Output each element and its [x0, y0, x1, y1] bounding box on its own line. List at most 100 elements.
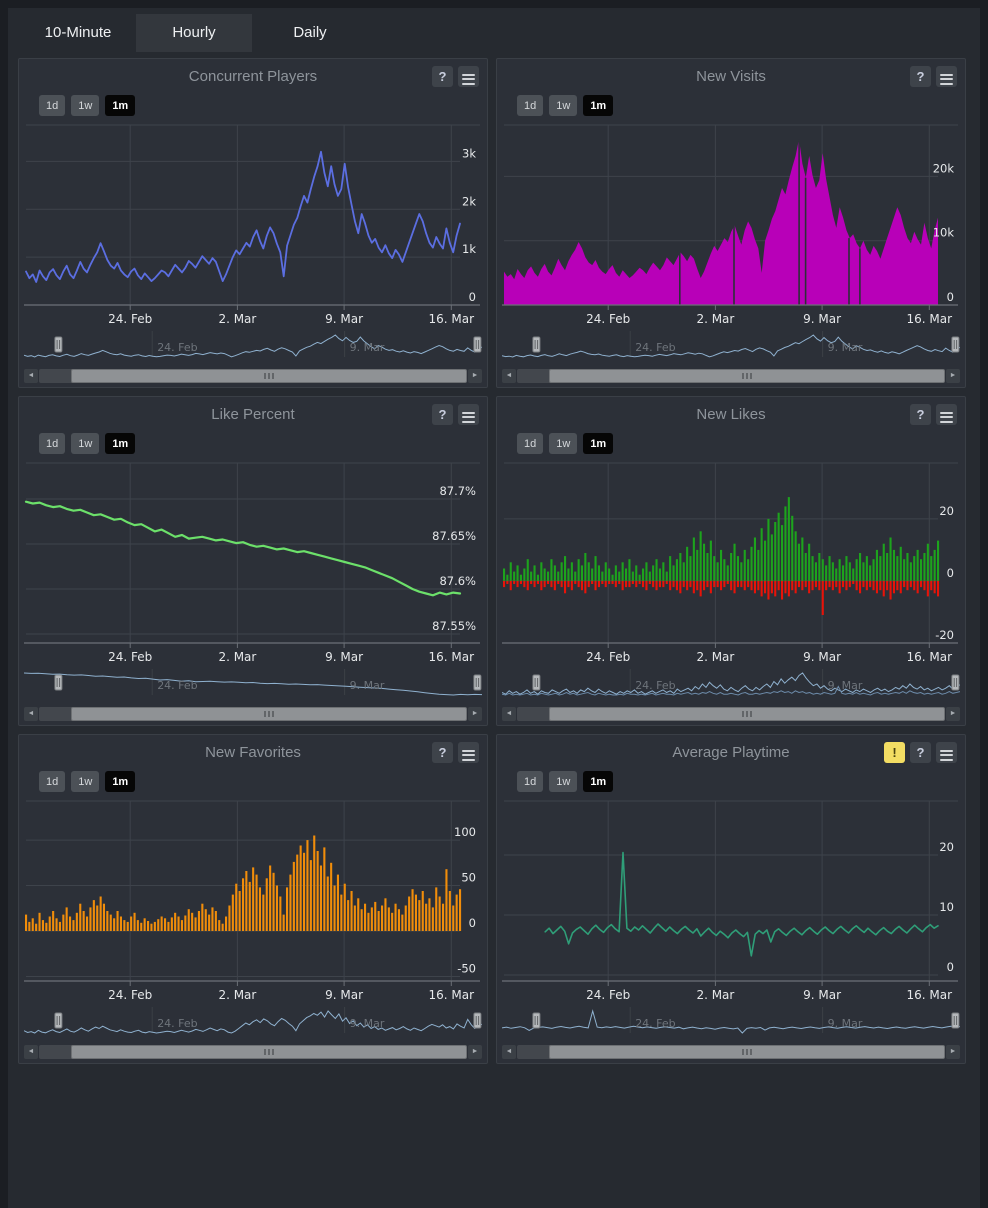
- range-1m-button[interactable]: 1m: [105, 433, 136, 454]
- panel-grid: Concurrent Players ? 1d 1w 1m 24. Feb 2. …: [18, 58, 966, 1064]
- range-1d-button[interactable]: 1d: [517, 433, 544, 454]
- svg-text:2. Mar: 2. Mar: [696, 650, 734, 664]
- svg-text:1k: 1k: [462, 242, 476, 256]
- range-1m-button[interactable]: 1m: [583, 771, 614, 792]
- range-1d-button[interactable]: 1d: [39, 771, 66, 792]
- help-button[interactable]: ?: [910, 66, 931, 87]
- scrollbar-track[interactable]: [517, 369, 945, 383]
- tab-hourly[interactable]: Hourly: [136, 14, 252, 52]
- scroll-left-icon[interactable]: ◄: [502, 707, 516, 721]
- range-1m-button[interactable]: 1m: [583, 95, 614, 116]
- scrollbar[interactable]: ◄ ►: [24, 707, 482, 721]
- range-1d-button[interactable]: 1d: [39, 433, 66, 454]
- scrollbar-thumb[interactable]: [549, 369, 945, 383]
- scrollbar-thumb[interactable]: [71, 1045, 467, 1059]
- scrollbar-track[interactable]: [39, 1045, 467, 1059]
- svg-text:16. Mar: 16. Mar: [429, 650, 475, 664]
- scrollbar[interactable]: ◄ ►: [24, 369, 482, 383]
- svg-text:9. Mar: 9. Mar: [350, 341, 385, 354]
- chart-new-visits[interactable]: 24. Feb 2. Mar 9. Mar 16. Mar 0 10k 20k: [502, 123, 960, 331]
- scroll-right-icon[interactable]: ►: [946, 1045, 960, 1059]
- scroll-left-icon[interactable]: ◄: [24, 707, 38, 721]
- range-1w-button[interactable]: 1w: [71, 95, 100, 116]
- interval-tabs: 10-Minute Hourly Daily: [20, 14, 368, 52]
- scrollbar-track[interactable]: [517, 1045, 945, 1059]
- help-button[interactable]: ?: [910, 404, 931, 425]
- menu-button[interactable]: [936, 742, 957, 763]
- scrollbar[interactable]: ◄ ►: [502, 1045, 960, 1059]
- scrollbar-thumb[interactable]: [71, 369, 467, 383]
- scroll-left-icon[interactable]: ◄: [24, 369, 38, 383]
- panel-new-likes: New Likes ? 1d 1w 1m 24. Feb 2. Mar 9. Mar…: [496, 396, 966, 726]
- panel-title: New Favorites: [205, 744, 301, 761]
- navigator-concurrent-players[interactable]: 24. Feb 9. Mar: [24, 331, 482, 367]
- navigator-average-playtime[interactable]: 24. Feb 9. Mar: [502, 1007, 960, 1043]
- range-1m-button[interactable]: 1m: [105, 771, 136, 792]
- scrollbar-track[interactable]: [517, 707, 945, 721]
- scroll-right-icon[interactable]: ►: [468, 1045, 482, 1059]
- scroll-left-icon[interactable]: ◄: [24, 1045, 38, 1059]
- menu-button[interactable]: [936, 404, 957, 425]
- panel-title: Like Percent: [211, 406, 295, 423]
- scroll-left-icon[interactable]: ◄: [502, 1045, 516, 1059]
- range-1w-button[interactable]: 1w: [549, 771, 578, 792]
- panel-title: New Visits: [696, 68, 766, 85]
- scrollbar[interactable]: ◄ ►: [502, 707, 960, 721]
- range-1d-button[interactable]: 1d: [39, 95, 66, 116]
- scrollbar-track[interactable]: [39, 707, 467, 721]
- svg-text:10k: 10k: [933, 226, 955, 240]
- range-1w-button[interactable]: 1w: [71, 433, 100, 454]
- range-1w-button[interactable]: 1w: [71, 771, 100, 792]
- range-1d-button[interactable]: 1d: [517, 771, 544, 792]
- scrollbar[interactable]: ◄ ►: [502, 369, 960, 383]
- scrollbar-track[interactable]: [39, 369, 467, 383]
- navigator-new-likes[interactable]: 24. Feb 9. Mar: [502, 669, 960, 705]
- scrollbar[interactable]: ◄ ►: [24, 1045, 482, 1059]
- scroll-right-icon[interactable]: ►: [946, 369, 960, 383]
- help-button[interactable]: ?: [432, 66, 453, 87]
- menu-button[interactable]: [458, 742, 479, 763]
- hamburger-icon: [462, 411, 475, 423]
- range-1m-button[interactable]: 1m: [583, 433, 614, 454]
- chart-new-likes[interactable]: 24. Feb 2. Mar 9. Mar 16. Mar -20 0 20: [502, 461, 960, 669]
- range-1m-button[interactable]: 1m: [105, 95, 136, 116]
- warning-button[interactable]: !: [884, 742, 905, 763]
- scroll-right-icon[interactable]: ►: [946, 707, 960, 721]
- navigator-new-favorites[interactable]: 24. Feb 9. Mar: [24, 1007, 482, 1043]
- scrollbar-grip-icon: [264, 711, 275, 717]
- panel-new-favorites: New Favorites ? 1d 1w 1m 24. Feb 2. Mar 9.…: [18, 734, 488, 1064]
- chart-average-playtime[interactable]: 24. Feb 2. Mar 9. Mar 16. Mar 0 10 20: [502, 799, 960, 1007]
- chart-like-percent[interactable]: 24. Feb 2. Mar 9. Mar 16. Mar 87.55% 87.6% 87.…: [24, 461, 482, 669]
- svg-text:16. Mar: 16. Mar: [429, 988, 475, 1002]
- scrollbar-thumb[interactable]: [71, 707, 467, 721]
- menu-button[interactable]: [936, 66, 957, 87]
- svg-text:9. Mar: 9. Mar: [803, 650, 841, 664]
- hamburger-icon: [940, 411, 953, 423]
- scrollbar-thumb[interactable]: [549, 1045, 945, 1059]
- help-button[interactable]: ?: [910, 742, 931, 763]
- navigator-like-percent[interactable]: 24. Feb 9. Mar: [24, 669, 482, 705]
- range-1w-button[interactable]: 1w: [549, 95, 578, 116]
- tab-daily[interactable]: Daily: [293, 24, 327, 41]
- svg-text:9. Mar: 9. Mar: [325, 312, 363, 326]
- svg-text:24. Feb: 24. Feb: [157, 341, 197, 354]
- svg-text:10: 10: [939, 900, 954, 914]
- svg-text:20: 20: [939, 504, 954, 518]
- chart-new-favorites[interactable]: 24. Feb 2. Mar 9. Mar 16. Mar -50 0 50 100: [24, 799, 482, 1007]
- scroll-right-icon[interactable]: ►: [468, 369, 482, 383]
- chart-concurrent-players[interactable]: 24. Feb 2. Mar 9. Mar 16. Mar 0 1k 2k 3k: [24, 123, 482, 331]
- scrollbar-thumb[interactable]: [549, 707, 945, 721]
- navigator-new-visits[interactable]: 24. Feb 9. Mar: [502, 331, 960, 367]
- dashboard-content: 10-Minute Hourly Daily Concurrent Player…: [8, 8, 980, 1208]
- scroll-right-icon[interactable]: ►: [468, 707, 482, 721]
- help-button[interactable]: ?: [432, 404, 453, 425]
- svg-text:2k: 2k: [462, 194, 476, 208]
- help-button[interactable]: ?: [432, 742, 453, 763]
- scroll-left-icon[interactable]: ◄: [502, 369, 516, 383]
- tab-10-minute[interactable]: 10-Minute: [44, 24, 112, 41]
- menu-button[interactable]: [458, 66, 479, 87]
- panel-average-playtime: Average Playtime ! ? 1d 1w 1m 24. Feb 2. …: [496, 734, 966, 1064]
- menu-button[interactable]: [458, 404, 479, 425]
- range-1w-button[interactable]: 1w: [549, 433, 578, 454]
- range-1d-button[interactable]: 1d: [517, 95, 544, 116]
